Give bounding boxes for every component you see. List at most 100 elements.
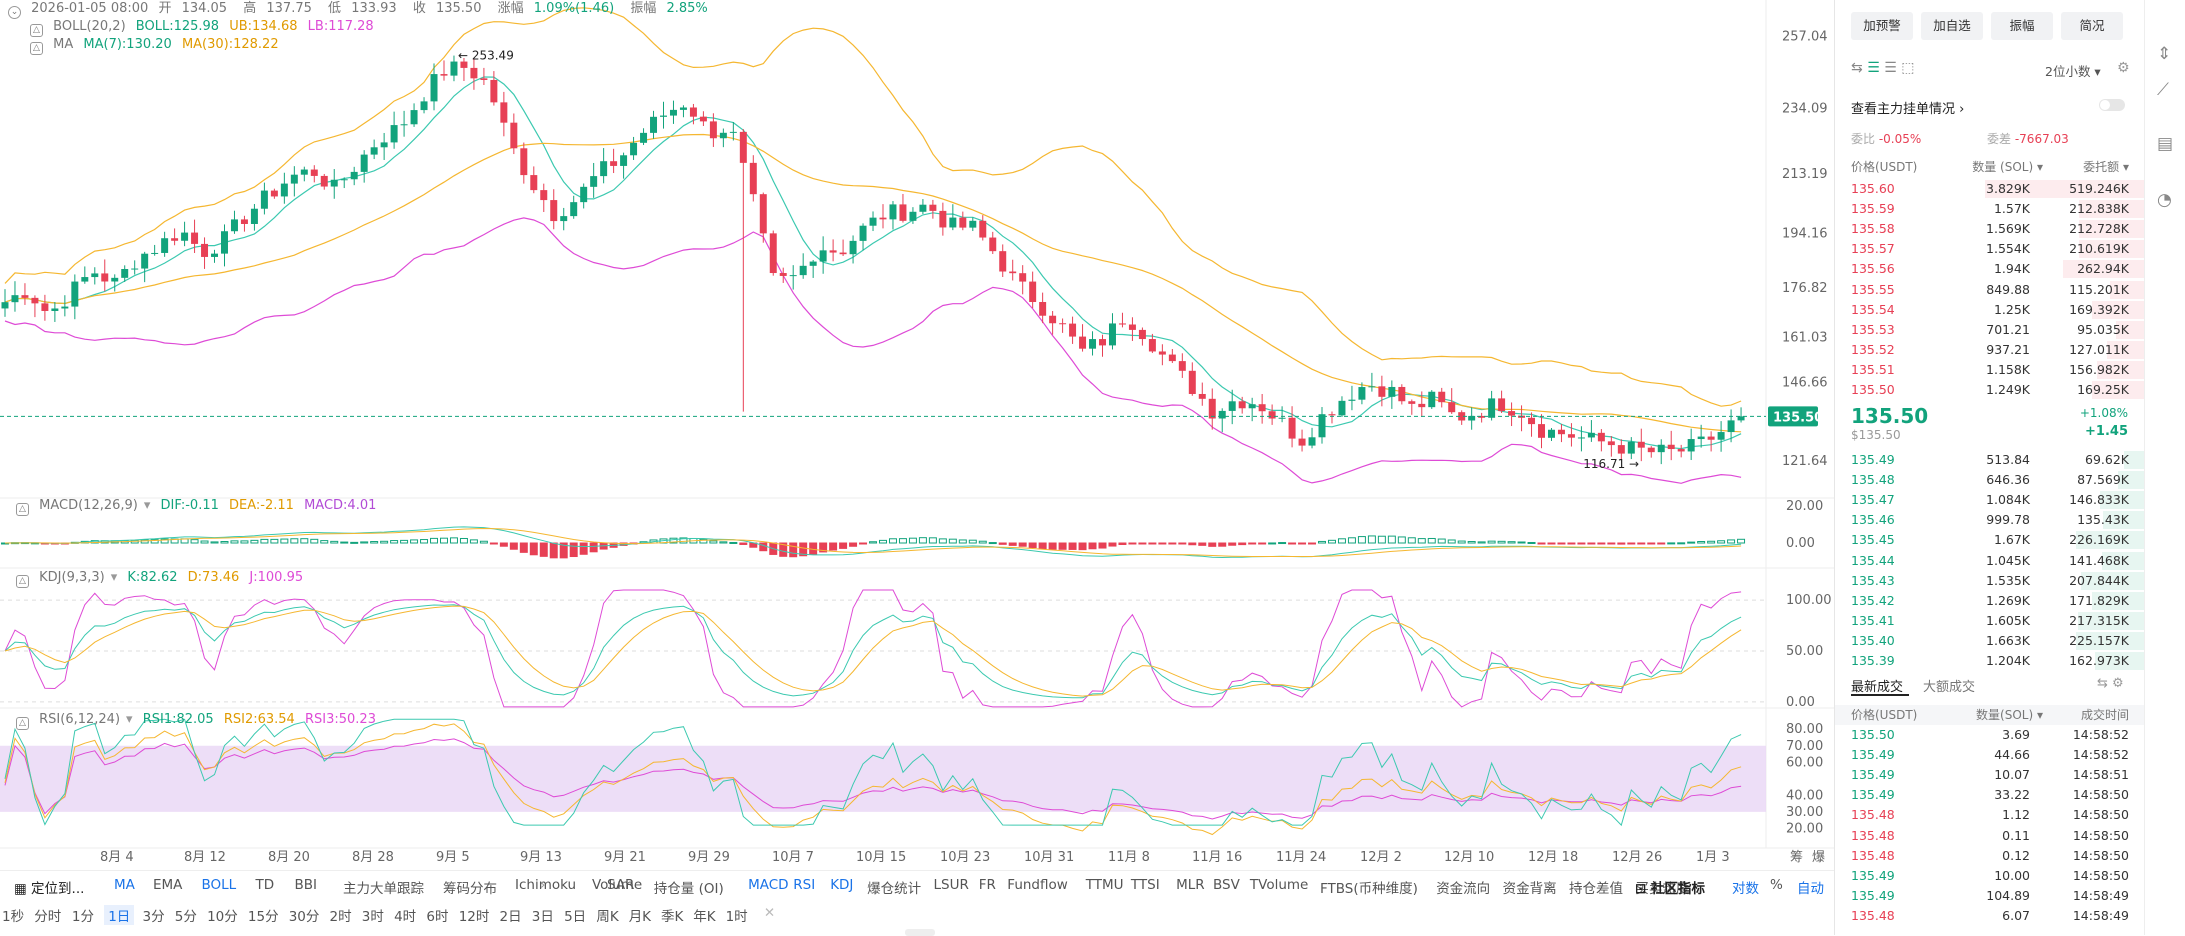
interval-20[interactable]: 年K	[693, 909, 716, 925]
close-icon[interactable]: ✕	[763, 905, 776, 921]
bell-icon[interactable]: △	[30, 24, 43, 37]
percent-scale-toggle[interactable]: %	[1770, 877, 1783, 893]
sub-indicator-5[interactable]: 爆仓统计	[867, 881, 922, 897]
sub-indicator-12[interactable]: BSV	[1213, 877, 1240, 893]
indicator-0[interactable]: MA	[114, 877, 135, 893]
watchlist-button[interactable]: 加自选	[1921, 12, 1983, 40]
bid-row[interactable]: 135.44 1.045K 141.468K	[1835, 551, 2145, 571]
ask-row[interactable]: 135.57 1.554K 210.619K	[1835, 239, 2145, 259]
indicator-2[interactable]: BOLL	[201, 877, 237, 893]
more-indicators-icon[interactable]: ›	[540, 877, 546, 893]
bid-row[interactable]: 135.42 1.269K 171.829K	[1835, 591, 2145, 611]
bid-row[interactable]: 135.39 1.204K 162.973K	[1835, 651, 2145, 671]
interval-0[interactable]: 1秒	[2, 909, 25, 925]
ask-row[interactable]: 135.56 1.94K 262.94K	[1835, 259, 2145, 279]
interval-6[interactable]: 10分	[207, 909, 238, 925]
locate-button[interactable]: ▦ 定位到...	[14, 881, 85, 897]
bell-icon[interactable]: △	[30, 42, 43, 55]
interval-16[interactable]: 5日	[564, 909, 587, 925]
ask-row[interactable]: 135.53 701.21 95.035K	[1835, 320, 2145, 340]
indicator-5[interactable]: 主力大单跟踪	[343, 881, 424, 897]
depth-mode-icons[interactable]: ⇆ ☰ ☰ ⬚	[1851, 60, 1915, 76]
ask-row[interactable]: 135.59 1.57K 212.838K	[1835, 199, 2145, 219]
sub-indicator-14[interactable]: FTBS(币种维度)	[1320, 881, 1418, 897]
bid-row[interactable]: 135.43 1.535K 207.844K	[1835, 571, 2145, 591]
amplitude-button[interactable]: 振幅	[1991, 12, 2053, 40]
interval-9[interactable]: 2时	[329, 909, 352, 925]
indicator-3[interactable]: TD	[255, 877, 275, 893]
ask-row[interactable]: 135.51 1.158K 156.982K	[1835, 360, 2145, 380]
sub-indicator-10[interactable]: TTSI	[1130, 877, 1160, 893]
sub-indicator-13[interactable]: TVolume	[1249, 877, 1309, 893]
sub-indicator-1[interactable]: 持仓量 (OI)	[653, 881, 724, 897]
interval-18[interactable]: 月K	[628, 909, 652, 925]
kline-chart[interactable]: 257.04 234.09 213.19 194.16 176.82 161.03 146.…	[0, 0, 1834, 870]
bid-row[interactable]: 135.41 1.605K 217.315K	[1835, 611, 2145, 631]
ask-row[interactable]: 135.50 1.249K 169.25K	[1835, 380, 2145, 400]
interval-19[interactable]: 季K	[661, 909, 684, 925]
indicator-7[interactable]: Ichimoku	[515, 877, 577, 893]
indicator-4[interactable]: BBI	[294, 877, 318, 893]
interval-5[interactable]: 5分	[174, 909, 197, 925]
interval-21[interactable]: 1时	[725, 909, 748, 925]
sub-indicator-15[interactable]: 资金流向	[1436, 881, 1491, 897]
ask-row[interactable]: 135.58 1.569K 212.728K	[1835, 219, 2145, 239]
ask-row[interactable]: 135.54 1.25K 169.392K	[1835, 300, 2145, 320]
bid-row[interactable]: 135.40 1.663K 225.157K	[1835, 631, 2145, 651]
sub-indicator-16[interactable]: 资金背离	[1502, 881, 1557, 897]
interval-12[interactable]: 6时	[426, 909, 449, 925]
sub-indicator-18[interactable]: 买卖热度	[1635, 881, 1690, 897]
tab-latest-trades[interactable]: 最新成交	[1851, 680, 1904, 695]
precision-select[interactable]: 2位小数 ▾	[2045, 64, 2101, 79]
bid-row[interactable]: 135.49 513.84 69.62K	[1835, 450, 2145, 470]
auto-scale-toggle[interactable]: 自动	[1797, 881, 1824, 897]
interval-15[interactable]: 3日	[531, 909, 554, 925]
ask-row[interactable]: 135.60 3.829K 519.246K	[1835, 179, 2145, 199]
sub-indicator-7[interactable]: FR	[978, 877, 996, 893]
interval-11[interactable]: 4时	[394, 909, 417, 925]
collapse-icon[interactable]: ⌄	[8, 6, 21, 19]
sub-indicator-17[interactable]: 持仓差值	[1569, 881, 1623, 897]
interval-10[interactable]: 3时	[361, 909, 384, 925]
sub-indicator-9[interactable]: TTMU	[1085, 877, 1124, 893]
main-orders-toggle[interactable]	[2099, 99, 2125, 111]
interval-13[interactable]: 12时	[458, 909, 490, 925]
interval-14[interactable]: 2日	[499, 909, 522, 925]
interval-7[interactable]: 15分	[247, 909, 279, 925]
bell-icon[interactable]: △	[16, 575, 29, 588]
bid-row[interactable]: 135.46 999.78 135.43K	[1835, 510, 2145, 530]
indicator-6[interactable]: 筹码分布	[443, 881, 497, 897]
interval-8[interactable]: 30分	[288, 909, 320, 925]
sub-indicator-2[interactable]: MACD	[748, 877, 789, 893]
collapse-handle[interactable]	[905, 929, 935, 936]
bars-icon[interactable]: ▤	[2157, 134, 2174, 154]
main-orders-link[interactable]: 查看主力挂单情况 ›	[1851, 102, 1965, 117]
interval-4[interactable]: 3分	[142, 909, 165, 925]
chart-icon[interactable]: ⟋	[2157, 80, 2169, 100]
community-indicators[interactable]: ⊡ 社区指标	[1635, 881, 1706, 897]
sub-indicator-11[interactable]: MLR	[1176, 877, 1205, 893]
trade-tools-icons[interactable]: ⇆ ⚙	[2097, 676, 2124, 691]
interval-17[interactable]: 周K	[596, 909, 619, 925]
sub-indicator-4[interactable]: KDJ	[830, 877, 854, 893]
ask-row[interactable]: 135.52 937.21 127.011K	[1835, 340, 2145, 360]
log-scale-toggle[interactable]: 对数	[1732, 881, 1759, 897]
settings-icon[interactable]: ⚙	[2117, 60, 2130, 76]
sub-indicator-8[interactable]: Fundflow	[1007, 877, 1068, 893]
total-column-header[interactable]: 委托额 ▾	[2083, 160, 2129, 174]
indicator-1[interactable]: EMA	[153, 877, 183, 893]
sub-indicator-6[interactable]: LSUR	[933, 877, 969, 893]
gauge-icon[interactable]: ◔	[2157, 190, 2172, 210]
tab-large-trades[interactable]: 大额成交	[1923, 680, 1976, 695]
ask-row[interactable]: 135.55 849.88 115.201K	[1835, 280, 2145, 300]
interval-1[interactable]: 分时	[34, 909, 62, 925]
alert-button[interactable]: 加预警	[1851, 12, 1913, 40]
interval-3[interactable]: 1日	[104, 905, 135, 925]
pin-icon[interactable]: ⇕	[2157, 44, 2172, 64]
profile-button[interactable]: 简况	[2061, 12, 2123, 40]
sub-indicator-0[interactable]: Volume	[592, 877, 643, 893]
sub-indicator-3[interactable]: RSI	[793, 877, 816, 893]
bid-row[interactable]: 135.45 1.67K 226.169K	[1835, 530, 2145, 550]
bell-icon[interactable]: △	[16, 503, 29, 516]
bid-row[interactable]: 135.47 1.084K 146.833K	[1835, 490, 2145, 510]
